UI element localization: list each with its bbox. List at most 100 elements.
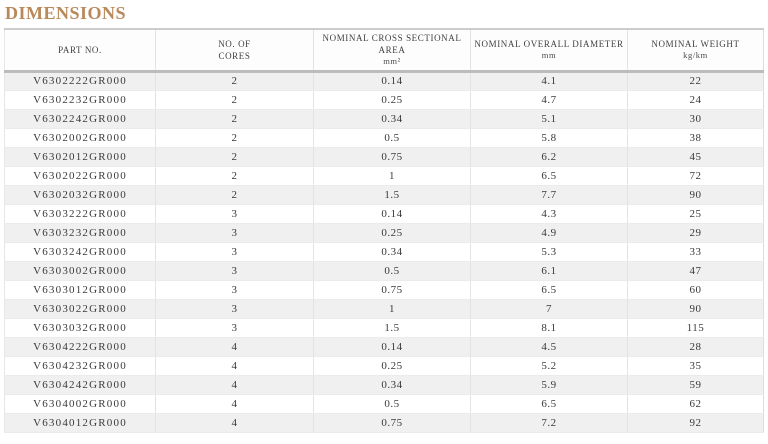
table-row: V6304242GR000 4 0.34 5.9 59 [4,375,764,395]
column-label: NO. OF CORES [218,38,251,61]
cell-diameter: 4.3 [470,204,628,224]
cell-cores: 3 [155,242,314,262]
cell-weight: 45 [627,147,764,167]
cell-weight: 90 [627,299,764,319]
cell-weight: 115 [627,318,764,338]
column-header-overall-diameter: NOMINAL OVERALL DIAMETER mm [470,29,628,73]
header-row: PART NO. NO. OF CORES NOMINAL CROSS SECT… [4,29,764,73]
cell-cores: 2 [155,109,314,129]
cell-cores: 2 [155,90,314,110]
table-row: V6304222GR000 4 0.14 4.5 28 [4,337,764,357]
cell-part-no: V6303032GR000 [4,318,156,338]
cell-area: 0.34 [313,242,471,262]
table-row: V6303032GR000 3 1.5 8.1 115 [4,318,764,338]
cell-weight: 33 [627,242,764,262]
cell-part-no: V6303002GR000 [4,261,156,281]
cell-diameter: 5.8 [470,128,628,148]
table-row: V6304232GR000 4 0.25 5.2 35 [4,356,764,376]
column-unit: mm [541,50,557,61]
cell-weight: 30 [627,109,764,129]
cell-diameter: 7.7 [470,185,628,205]
dimensions-table-wrap: PART NO. NO. OF CORES NOMINAL CROSS SECT… [4,28,764,433]
cell-cores: 2 [155,185,314,205]
cell-diameter: 6.5 [470,280,628,300]
table-row: V6302222GR000 2 0.14 4.1 22 [4,71,764,91]
cell-diameter: 7.2 [470,413,628,433]
cell-cores: 3 [155,204,314,224]
cell-area: 0.14 [313,337,471,357]
table-row: V6302022GR000 2 1 6.5 72 [4,166,764,186]
cell-weight: 60 [627,280,764,300]
table-row: V6303002GR000 3 0.5 6.1 47 [4,261,764,281]
cell-cores: 4 [155,356,314,376]
cell-part-no: V6302022GR000 [4,166,156,186]
cell-weight: 35 [627,356,764,376]
cell-cores: 3 [155,280,314,300]
cell-diameter: 5.3 [470,242,628,262]
cell-part-no: V6304002GR000 [4,394,156,414]
cell-diameter: 4.5 [470,337,628,357]
cell-cores: 4 [155,413,314,433]
cell-diameter: 7 [470,299,628,319]
cell-part-no: V6303222GR000 [4,204,156,224]
column-label: NOMINAL WEIGHT [651,39,740,50]
cell-cores: 2 [155,166,314,186]
cell-diameter: 5.1 [470,109,628,129]
table-body: V6302222GR000 2 0.14 4.1 22 V6302232GR000 2 0.2… [4,71,764,433]
cell-weight: 90 [627,185,764,205]
column-label: NOMINAL CROSS SECTIONAL AREA [322,33,462,56]
table-row: V6303222GR000 3 0.14 4.3 25 [4,204,764,224]
cell-cores: 2 [155,128,314,148]
cell-part-no: V6303232GR000 [4,223,156,243]
cell-cores: 4 [155,337,314,357]
cell-weight: 22 [627,71,764,91]
table-row: V6302012GR000 2 0.75 6.2 45 [4,147,764,167]
column-unit: mm² [383,56,401,67]
cell-weight: 72 [627,166,764,186]
cell-diameter: 5.9 [470,375,628,395]
table-row: V6304002GR000 4 0.5 6.5 62 [4,394,764,414]
column-header-cores: NO. OF CORES [155,29,314,73]
table-row: V6302232GR000 2 0.25 4.7 24 [4,90,764,110]
cell-cores: 4 [155,394,314,414]
column-header-weight: NOMINAL WEIGHT kg/km [627,29,764,73]
column-header-cross-sectional-area: NOMINAL CROSS SECTIONAL AREA mm² [313,29,471,73]
page-title: DIMENSIONS [5,3,127,23]
cell-area: 0.34 [313,375,471,395]
cell-diameter: 6.2 [470,147,628,167]
column-label: PART NO. [58,44,102,55]
cell-area: 0.5 [313,128,471,148]
dimensions-table: PART NO. NO. OF CORES NOMINAL CROSS SECT… [4,28,764,433]
cell-area: 0.75 [313,147,471,167]
cell-diameter: 4.1 [470,71,628,91]
cell-area: 0.5 [313,394,471,414]
cell-cores: 2 [155,71,314,91]
cell-cores: 3 [155,299,314,319]
cell-part-no: V6304222GR000 [4,337,156,357]
cell-area: 1 [313,166,471,186]
cell-diameter: 6.5 [470,166,628,186]
cell-weight: 25 [627,204,764,224]
cell-part-no: V6304232GR000 [4,356,156,376]
cell-part-no: V6304242GR000 [4,375,156,395]
table-row: V6303022GR000 3 1 7 90 [4,299,764,319]
cell-weight: 59 [627,375,764,395]
cell-weight: 29 [627,223,764,243]
cell-part-no: V6304012GR000 [4,413,156,433]
cell-part-no: V6302012GR000 [4,147,156,167]
cell-area: 0.5 [313,261,471,281]
cell-area: 0.25 [313,223,471,243]
cell-part-no: V6303012GR000 [4,280,156,300]
cell-part-no: V6303242GR000 [4,242,156,262]
cell-area: 0.75 [313,280,471,300]
cell-area: 0.25 [313,356,471,376]
table-row: V6302002GR000 2 0.5 5.8 38 [4,128,764,148]
cell-diameter: 6.5 [470,394,628,414]
column-label: NOMINAL OVERALL DIAMETER [474,39,624,50]
cell-weight: 28 [627,337,764,357]
cell-part-no: V6302222GR000 [4,71,156,91]
cell-weight: 24 [627,90,764,110]
cell-part-no: V6303022GR000 [4,299,156,319]
column-header-part-no: PART NO. [4,29,156,73]
cell-area: 0.75 [313,413,471,433]
